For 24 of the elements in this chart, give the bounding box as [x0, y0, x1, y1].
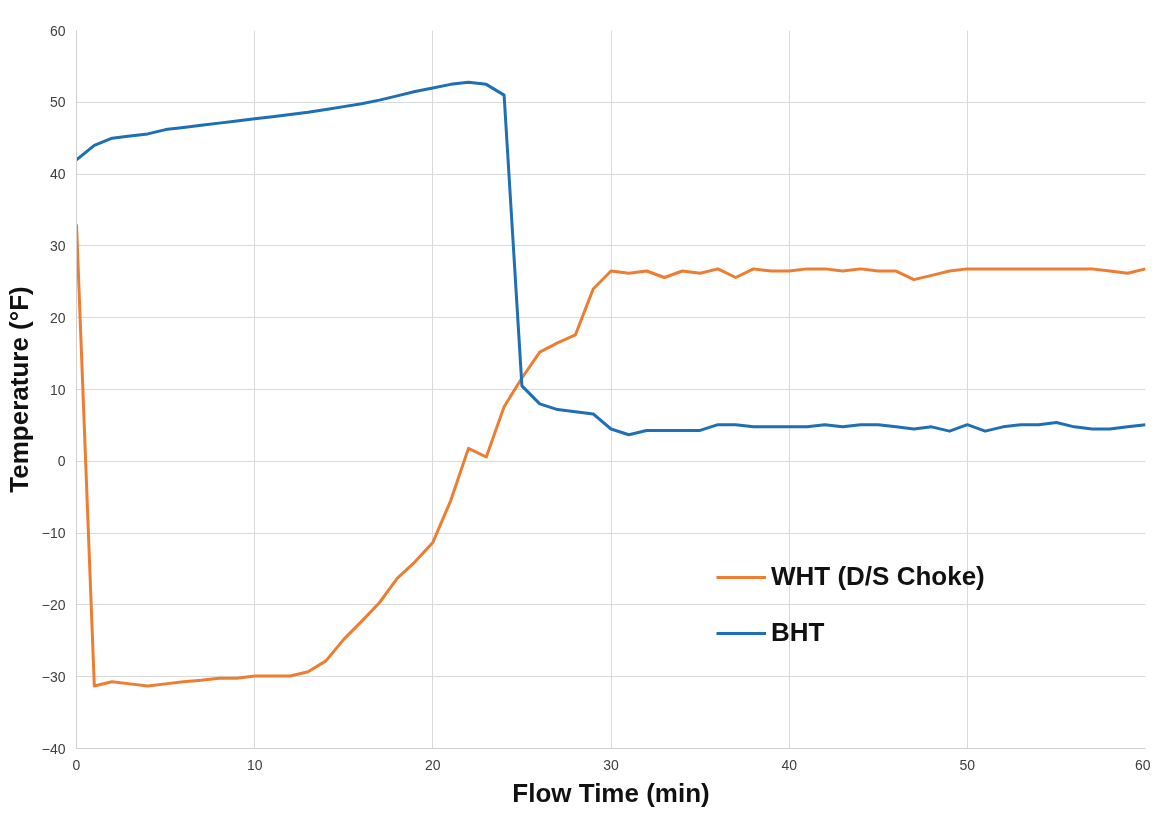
x-tick-label: 30 — [603, 756, 619, 773]
line-series — [76, 222, 1146, 688]
y-tick-label: 10 — [49, 381, 66, 398]
y-tick-label: −20 — [41, 596, 66, 613]
y-tick-label: −30 — [41, 668, 66, 685]
x-tick-label: 50 — [959, 756, 976, 773]
y-tick-label: 50 — [49, 94, 66, 111]
legend-label: WHT (D/S Choke) — [771, 561, 985, 592]
x-tick-label: 60 — [1134, 756, 1151, 773]
x-tick-label: 20 — [425, 756, 441, 773]
y-tick-label: 0 — [57, 453, 66, 470]
x-tick-label: 40 — [781, 756, 798, 773]
legend-label: BHT — [771, 617, 825, 648]
line-series — [76, 80, 1146, 437]
y-tick-label: 60 — [49, 22, 66, 39]
y-tick-label: −40 — [41, 740, 66, 757]
y-axis-title: Temperature (°F) — [3, 286, 34, 493]
x-tick-label: 10 — [246, 756, 263, 773]
y-tick-label: 40 — [49, 166, 66, 183]
y-tick-label: 20 — [49, 309, 66, 326]
y-tick-label: 30 — [49, 237, 66, 254]
x-axis-title: Flow Time (min) — [512, 777, 710, 808]
y-tick-label: −10 — [41, 525, 66, 542]
x-tick-label: 0 — [72, 756, 81, 773]
